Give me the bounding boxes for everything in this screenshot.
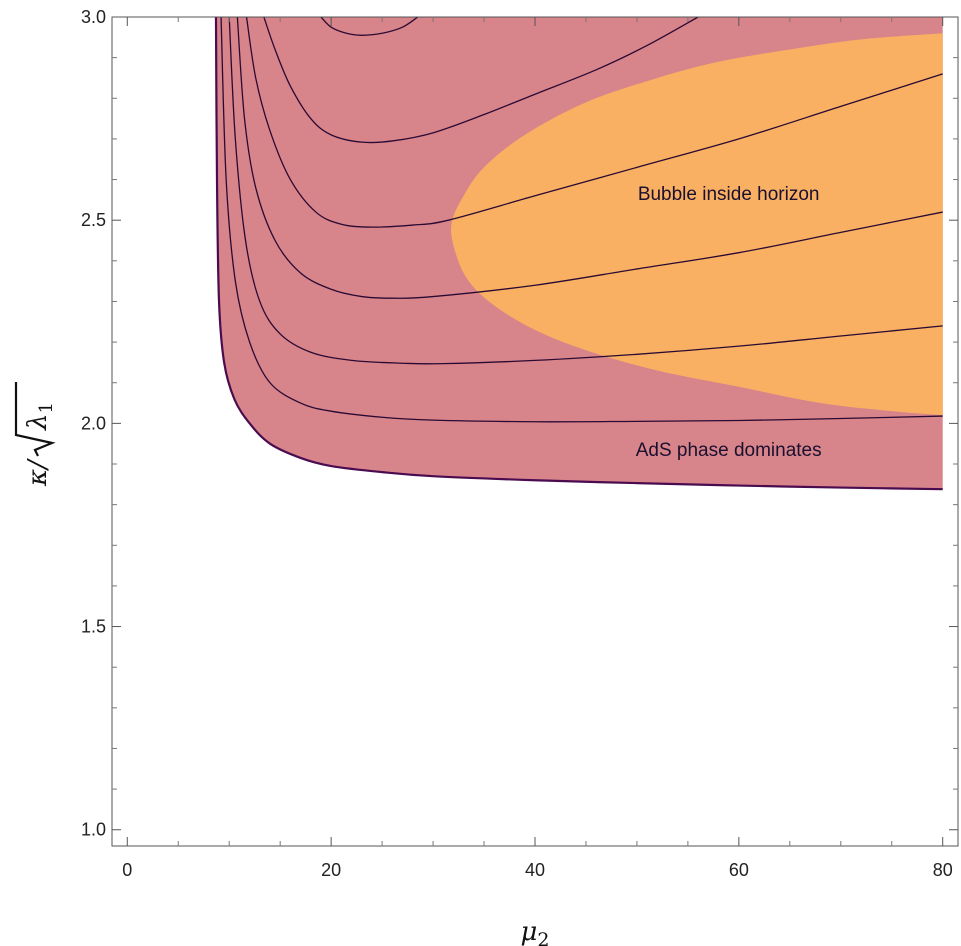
y-tick-label: 3.0 — [81, 7, 106, 27]
y-axis-title: κ/λ1 — [14, 382, 57, 487]
contour-line-6 — [320, 17, 419, 36]
y-title-kappa: κ/ — [23, 458, 53, 487]
y-tick-label: 1.0 — [81, 820, 106, 840]
regions-layer — [215, 17, 943, 490]
x-tick-label: 80 — [933, 860, 953, 880]
x-tick-label: 20 — [321, 860, 341, 880]
contour-line-1 — [220, 17, 943, 423]
region-annotation-1: Bubble inside horizon — [638, 184, 820, 205]
region-annotation-2: AdS phase dominates — [636, 440, 822, 461]
region-annotations: Bubble inside horizon AdS phase dominates — [636, 184, 822, 461]
tick-labels: 0 20 40 60 80 1.0 1.5 2.0 2.5 3.0 — [81, 7, 953, 880]
contour-lines — [214, 17, 943, 491]
contour-line-5 — [263, 17, 699, 144]
radical-sign — [14, 382, 56, 457]
y-title-lambda: λ1 — [23, 402, 57, 431]
x-axis-title: μ2 — [521, 917, 550, 946]
axis-ticks — [112, 16, 958, 846]
x-tick-label: 40 — [525, 860, 545, 880]
x-tick-label: 60 — [729, 860, 749, 880]
y-tick-label: 2.0 — [81, 413, 106, 433]
contour-line-3 — [236, 17, 943, 299]
axis-titles: μ2 κ/λ1 — [14, 382, 550, 946]
ads-boundary-line — [214, 17, 943, 491]
contour-line-2 — [228, 17, 943, 365]
y-tick-label: 2.5 — [81, 210, 106, 230]
contour-line-4 — [245, 17, 943, 228]
bubble-region — [451, 33, 943, 416]
y-tick-label: 1.5 — [81, 617, 106, 637]
x-tick-label: 0 — [122, 860, 132, 880]
